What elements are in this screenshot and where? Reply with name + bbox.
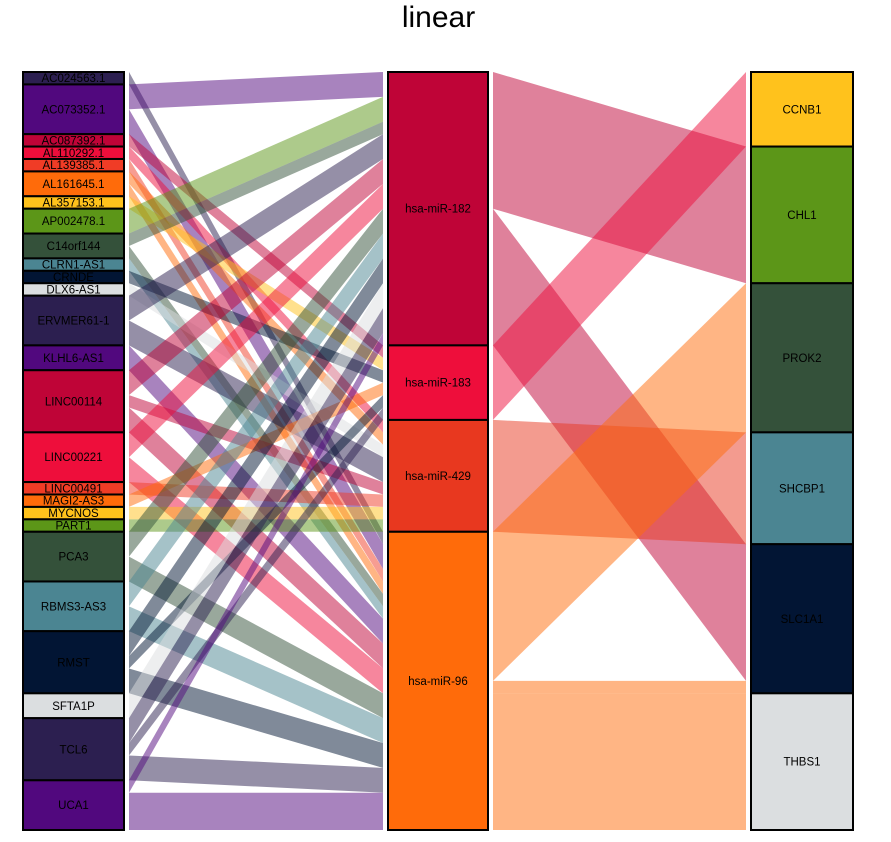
link-c14orf144-to-hsa-mir-182 [129,121,383,246]
link-ac073352-1-to-hsa-mir-182 [129,72,383,110]
link-tcl6-to-hsa-mir-182 [129,308,383,744]
link-linc00221-to-hsa-mir-182 [129,183,383,458]
node-label-al357153-1: AL357153.1 [42,198,104,210]
node-hsa-mir-96 [387,530,489,832]
node-al161645-1 [22,170,125,198]
node-label-al139385-1: AL139385.1 [42,160,104,172]
node-label-al161645-1: AL161645.1 [42,179,104,191]
node-linc00114 [22,369,125,434]
node-label-sfta1p: SFTA1P [52,701,95,713]
node-label-linc00114: LINC00114 [45,396,103,408]
link-ervmer61-1-to-hsa-mir-429 [129,320,383,483]
node-uca1 [22,779,125,832]
node-sfta1p [22,692,125,720]
node-ac073352-1 [22,83,125,136]
node-hsa-mir-182 [387,71,489,347]
node-label-hsa-mir-182: hsa-miR-182 [405,204,471,216]
link-pca3-to-hsa-mir-182 [129,208,383,557]
node-label-ap002478-1: AP002478.1 [42,216,105,228]
node-label-tcl6: TCL6 [59,744,87,756]
node-ccnb1 [750,71,854,148]
node-label-chl1: CHL1 [787,210,816,222]
node-hsa-mir-183 [387,344,489,421]
link-hsa-mir-182-to-chl1 [493,72,746,284]
node-label-ac073352-1: AC073352.1 [42,104,106,116]
node-label-rmst: RMST [57,657,90,669]
node-label-shcbp1: SHCBP1 [779,483,825,495]
link-rbms3-as3-to-hsa-mir-182 [129,233,383,607]
node-label-ccnb1: CCNB1 [783,104,822,116]
node-label-ac087392-1: AC087392.1 [42,135,106,147]
node-label-slc1a1: SLC1A1 [781,614,824,626]
node-label-rbms3-as3: RBMS3-AS3 [41,601,106,613]
node-ervmer61-1 [22,294,125,347]
link-uca1-to-hsa-mir-96 [129,792,383,830]
node-label-uca1: UCA1 [58,800,89,812]
node-label-part1: PART1 [55,521,91,533]
node-label-dlx6-as1: DLX6-AS1 [46,284,100,296]
link-rmst-to-hsa-mir-182 [129,258,383,657]
link-rmst-to-hsa-mir-96 [129,668,383,768]
node-label-pca3: PCA3 [58,552,88,564]
node-label-linc00221: LINC00221 [44,452,102,464]
link-sfta1p-to-hsa-mir-182 [129,283,383,719]
node-label-hsa-mir-96: hsa-miR-96 [408,676,467,688]
node-label-prok2: PROK2 [783,353,822,365]
link-hsa-mir-96-to-prok2 [493,283,746,681]
node-label-thbs1: THBS1 [783,757,820,769]
link-ap002478-1-to-hsa-mir-182 [129,96,383,234]
node-klhl6-as1 [22,344,125,372]
node-thbs1 [750,692,854,831]
node-label-c14orf144: C14orf144 [47,241,101,253]
node-chl1 [750,145,854,285]
node-tcl6 [22,717,125,782]
node-prok2 [750,282,854,434]
node-shcbp1 [750,431,854,546]
node-rmst [22,630,125,695]
link-ervmer61-1-to-hsa-mir-182 [129,134,383,321]
chart-title: linear [401,1,476,34]
link-hsa-mir-183-to-ccnb1 [493,72,746,420]
node-label-mycnos: MYCNOS [48,508,99,520]
link-tcl6-to-hsa-mir-96 [129,755,383,793]
node-linc00221 [22,431,125,484]
node-hsa-mir-429 [387,418,489,533]
link-linc00114-to-hsa-mir-182 [129,158,383,396]
node-label-klhl6-as1: KLHL6-AS1 [43,353,104,365]
node-label-ervmer61-1: ERVMER61-1 [37,316,109,328]
node-label-magi2-as3: MAGI2-AS3 [43,496,104,508]
node-label-crnde: CRNDE [53,272,94,284]
node-label-hsa-mir-429: hsa-miR-429 [405,471,471,483]
link-hsa-mir-96-to-thbs1 [493,693,746,830]
node-label-hsa-mir-183: hsa-miR-183 [405,378,471,390]
node-label-clrn1-as1: CLRN1-AS1 [42,260,105,272]
node-label-linc00491: LINC00491 [44,483,102,495]
node-label-ac024563-1: AC024563.1 [42,73,106,85]
node-label-al110292-1: AL110292.1 [43,148,104,160]
link-hsa-mir-96-to-slc1a1 [493,680,746,694]
link-uca1-to-hsa-mir-182 [129,332,383,793]
